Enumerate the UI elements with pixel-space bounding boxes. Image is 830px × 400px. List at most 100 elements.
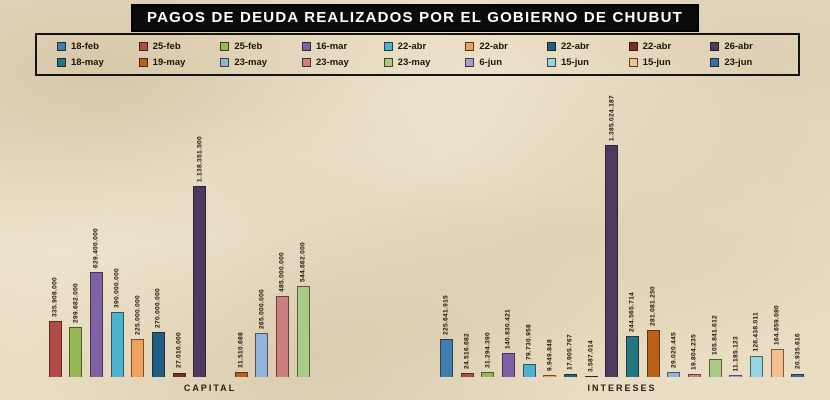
legend-swatch: [546, 41, 556, 51]
legend-item-22-abr: 22-abr: [546, 40, 629, 52]
bar-slot: 140.830.421: [498, 127, 519, 377]
bar-slot: 270.000.000: [148, 127, 169, 377]
legend-label: 6-jun: [479, 57, 503, 69]
bar-value-label: 24.516.682: [463, 332, 471, 369]
legend-item-16-mar: 16-mar: [301, 40, 384, 52]
legend-swatch: [220, 41, 230, 51]
bar-value-label: 225.641.915: [442, 295, 450, 336]
bar-value-label: 270.000.000: [154, 287, 162, 328]
legend-item-15-jun: 15-jun: [546, 57, 629, 69]
bar-value-label: 164.659.080: [773, 305, 781, 346]
bar-value-label: 19.804.235: [690, 333, 698, 370]
bar-capital-23-may: [275, 295, 289, 377]
bar-intereses-22-abr: [522, 363, 536, 377]
bar-slot: 225.000.000: [127, 127, 148, 377]
bar-value-label: 11.185.123: [732, 335, 740, 372]
legend-swatch: [383, 41, 393, 51]
bar-slot: 1.138.351.500: [189, 127, 210, 377]
bar-slot: 299.682.000: [65, 127, 86, 377]
bar-intereses-19-may: [646, 329, 660, 377]
legend-swatch: [628, 41, 638, 51]
bar-value-label: 31.294.390: [484, 331, 492, 368]
bar-value-label: 79.730.958: [525, 323, 533, 360]
bar-slot: 19.804.235: [684, 127, 705, 377]
legend-item-23-may: 23-may: [301, 57, 384, 68]
bar-value-label: 299.682.000: [72, 282, 80, 323]
legend-item-23-may: 23-may: [383, 57, 466, 68]
bar-slot: 335.908.000: [45, 127, 66, 377]
legend-item-22-abr: 22-abr: [465, 41, 547, 52]
bar-slot: 544.662.000: [293, 127, 314, 377]
legend-swatch: [301, 41, 311, 51]
bar-intereses-15-jun: [749, 355, 763, 377]
legend-item-18-may: 18-may: [57, 57, 139, 68]
bar-slot: 126.438.011: [746, 127, 767, 377]
bar-intereses-23-jun: [791, 373, 805, 377]
bar-capital-25-feb: [48, 320, 62, 377]
bar-slot: 281.081.250: [643, 127, 664, 377]
bar-capital-25-feb: [69, 326, 83, 377]
bar-value-label: 225.000.000: [134, 295, 142, 336]
bar-slot: 629.400.000: [86, 127, 107, 377]
bar-intereses-23-may: [708, 359, 722, 377]
bar-value-label: 31.510.688: [237, 331, 245, 368]
legend-label: 15-jun: [560, 57, 589, 69]
bar-intereses-18-feb: [439, 339, 453, 377]
bar-value-label: 105.841.612: [711, 315, 719, 356]
bar-intereses-26-abr: [605, 145, 619, 377]
bar-intereses-23-may: [687, 373, 701, 377]
chart-title: PAGOS DE DEUDA REALIZADOS POR EL GOBIERN…: [131, 4, 699, 32]
bar-value-label: 140.830.421: [504, 309, 512, 350]
legend-label: 18-feb: [71, 40, 99, 52]
bar-slot: 244.565.714: [622, 127, 643, 377]
legend-swatch: [138, 58, 148, 68]
bar-value-label: 281.081.250: [649, 285, 657, 326]
bar-slot: 20.935.616: [787, 127, 808, 377]
legend-label: 23-jun: [724, 57, 753, 69]
legend-item-26-abr: 26-abr: [710, 41, 792, 52]
bar-slot: [375, 127, 396, 377]
legend-label: 25-feb: [234, 40, 263, 52]
legend-item-23-may: 23-may: [220, 57, 302, 68]
legend-swatch: [465, 41, 475, 51]
bar-capital-26-abr: [193, 186, 207, 377]
legend-label: 19-may: [152, 57, 186, 69]
bar-value-label: 27.010.000: [175, 332, 183, 369]
legend-label: 18-may: [71, 57, 104, 69]
category-label-capital: CAPITAL: [183, 383, 237, 393]
bar-slot: 3.587.014: [581, 127, 602, 377]
bar-capital-19-may: [234, 371, 248, 377]
legend-label: 22-abr: [397, 40, 427, 52]
bar-slot: 9.949.848: [539, 127, 560, 377]
bar-slot: 11.185.123: [725, 127, 746, 377]
legend-label: 16-mar: [315, 40, 348, 52]
bar-slot: [313, 127, 334, 377]
bar-value-label: 390.000.000: [113, 267, 121, 308]
legend-item-6-jun: 6-jun: [465, 57, 547, 68]
legend-item-19-may: 19-may: [138, 57, 221, 69]
bar-capital-22-abr: [110, 311, 124, 377]
bar-value-label: 20.935.616: [794, 333, 802, 370]
bar-capital-22-abr: [151, 331, 165, 377]
bar-value-label: 544.662.000: [299, 241, 307, 282]
bar-slot: 24.516.682: [457, 127, 478, 377]
legend-swatch: [465, 58, 475, 68]
bar-slot: 31.294.390: [477, 127, 498, 377]
bar-capital-16-mar: [89, 271, 103, 377]
legend-label: 22-abr: [479, 40, 508, 52]
legend-item-18-feb: 18-feb: [57, 41, 139, 52]
bar-slot: 29.020.445: [663, 127, 684, 377]
bar-slot: [355, 127, 376, 377]
bar-slot: [210, 127, 231, 377]
bar-intereses-15-jun: [770, 349, 784, 377]
category-label-intereses: INTERESES: [587, 383, 657, 393]
legend-swatch: [57, 41, 66, 51]
legend-label: 15-jun: [642, 57, 671, 69]
legend-swatch: [301, 58, 311, 68]
legend-label: 22-abr: [560, 40, 590, 52]
bar-value-label: 3.587.014: [587, 339, 595, 372]
bar-value-label: 17.905.767: [566, 334, 574, 371]
plot-area: 335.908.000 299.682.000 629.400.000 390.000…: [0, 76, 830, 400]
bar-slot: 105.841.612: [705, 127, 726, 377]
